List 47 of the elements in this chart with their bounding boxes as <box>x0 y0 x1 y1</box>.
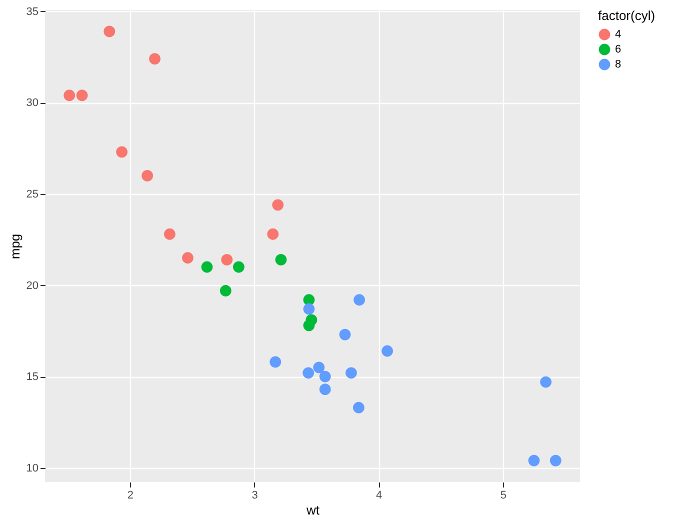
x-tick-label: 5 <box>500 490 506 502</box>
point <box>346 367 357 379</box>
y-tick-label: 30 <box>26 97 38 110</box>
point <box>64 90 76 102</box>
point <box>116 146 128 158</box>
point <box>550 454 562 466</box>
point <box>275 254 287 266</box>
point <box>149 53 160 65</box>
point <box>267 228 279 240</box>
x-tick-label: 3 <box>252 490 258 502</box>
y-axis-title: mpg <box>7 234 22 260</box>
point <box>319 370 331 382</box>
legend-label: 6 <box>615 44 622 56</box>
point <box>354 294 366 306</box>
point <box>528 454 540 466</box>
point <box>233 261 244 273</box>
point <box>382 345 393 357</box>
point <box>339 328 351 340</box>
point <box>540 376 552 388</box>
point <box>104 26 116 38</box>
point <box>303 320 315 332</box>
y-tick-label: 35 <box>26 6 38 18</box>
y-tick-label: 20 <box>26 280 38 292</box>
x-tick-label: 2 <box>127 490 134 502</box>
point <box>142 170 154 182</box>
legend-label: 4 <box>615 28 622 40</box>
point <box>164 228 176 240</box>
y-tick-label: 25 <box>26 188 38 200</box>
x-axis-title: wt <box>306 502 320 518</box>
point <box>270 356 282 368</box>
x-tick-label: 4 <box>376 490 382 502</box>
point <box>221 254 233 266</box>
point <box>352 402 364 414</box>
point <box>272 199 284 211</box>
point <box>220 285 232 296</box>
point <box>182 252 194 264</box>
point <box>302 367 314 379</box>
y-tick-label: 10 <box>26 462 38 474</box>
legend-label: 8 <box>615 58 622 70</box>
point <box>201 261 213 273</box>
y-tick-label: 15 <box>26 371 38 384</box>
point <box>303 294 315 306</box>
legend-title: factor(cyl) <box>598 8 656 23</box>
point <box>319 384 331 396</box>
point <box>76 90 88 102</box>
point <box>313 362 325 374</box>
point <box>303 303 315 315</box>
